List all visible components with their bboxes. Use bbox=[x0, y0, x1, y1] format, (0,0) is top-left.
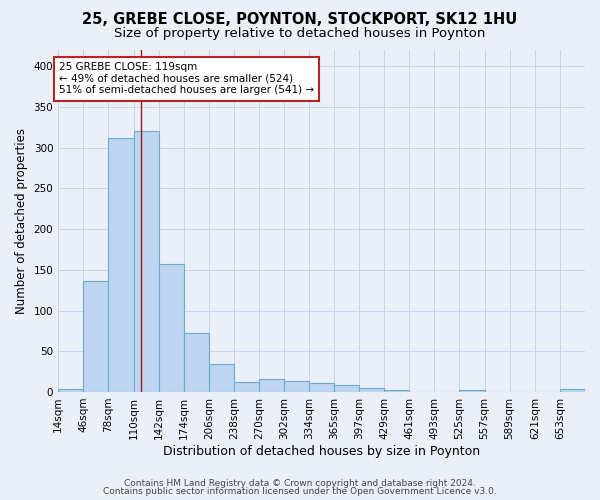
Bar bbox=[184, 334, 209, 392]
Bar bbox=[284, 382, 310, 392]
Bar bbox=[109, 138, 134, 392]
Bar bbox=[334, 386, 359, 392]
Text: 25 GREBE CLOSE: 119sqm
← 49% of detached houses are smaller (524)
51% of semi-de: 25 GREBE CLOSE: 119sqm ← 49% of detached… bbox=[59, 62, 314, 96]
Text: Contains public sector information licensed under the Open Government Licence v3: Contains public sector information licen… bbox=[103, 488, 497, 496]
Bar bbox=[460, 390, 485, 392]
Bar bbox=[58, 388, 83, 392]
Bar bbox=[560, 388, 585, 392]
Bar bbox=[234, 382, 259, 392]
Bar bbox=[158, 264, 184, 392]
Bar bbox=[259, 379, 284, 392]
Bar bbox=[359, 388, 384, 392]
Bar bbox=[134, 132, 158, 392]
Bar bbox=[384, 390, 409, 392]
Bar bbox=[310, 383, 334, 392]
Bar bbox=[83, 281, 109, 392]
Text: Contains HM Land Registry data © Crown copyright and database right 2024.: Contains HM Land Registry data © Crown c… bbox=[124, 478, 476, 488]
Text: 25, GREBE CLOSE, POYNTON, STOCKPORT, SK12 1HU: 25, GREBE CLOSE, POYNTON, STOCKPORT, SK1… bbox=[82, 12, 518, 28]
X-axis label: Distribution of detached houses by size in Poynton: Distribution of detached houses by size … bbox=[163, 444, 480, 458]
Y-axis label: Number of detached properties: Number of detached properties bbox=[15, 128, 28, 314]
Bar bbox=[209, 364, 234, 392]
Text: Size of property relative to detached houses in Poynton: Size of property relative to detached ho… bbox=[115, 28, 485, 40]
